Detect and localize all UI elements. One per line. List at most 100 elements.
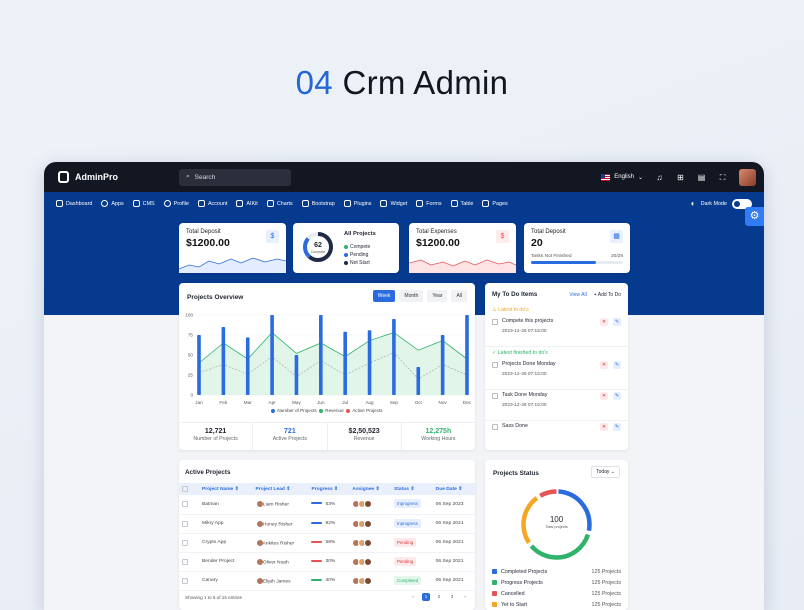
search-input[interactable]: ⌕ Search [179,168,291,186]
nav-dashboard[interactable]: Dashboard [56,200,92,207]
brand-logo[interactable]: AdminPro [58,171,179,183]
page-2[interactable]: 2 [437,594,441,599]
overview-legend: Number of Projects Revenue Active Projec… [179,408,475,413]
projects-legend: Compete Pending Not Start [344,243,370,267]
due-date: 06 Sep 2023 [432,495,475,515]
dark-mode-toggle[interactable] [732,198,752,209]
assignee-avatar[interactable] [364,519,373,528]
table-row[interactable]: Batman Liam Risher 53% Inprogress 06 Sep 20… [179,495,475,515]
prev-page-icon[interactable]: ‹ [412,594,414,599]
nav-account[interactable]: Account [197,200,227,207]
edit-icon[interactable]: ✎ [613,318,621,326]
language-selector[interactable]: English ⌄ [601,173,643,181]
nav-profile[interactable]: Profile [163,200,189,207]
trash-icon[interactable]: ✕ [600,423,608,431]
progress-cell: 30% [308,552,350,572]
table-row[interactable]: Mikry App Honey Risher 92% Inprogress 06 Se… [179,514,475,534]
row-checkbox[interactable] [182,501,188,508]
page-1[interactable]: 1 [422,593,430,601]
bell-icon[interactable]: ♫ [656,172,663,182]
table-row[interactable]: Crypto App Ankites Risher 58% Pending 06 Se… [179,533,475,553]
row-select-cell [179,495,199,515]
dark-mode-label: Dark Mode [700,200,727,207]
nav-aikit[interactable]: AIKit [236,200,258,207]
col-status[interactable]: Status ⇕ [391,483,433,495]
dark-dot-icon [344,260,348,265]
add-todo-button[interactable]: + Add To Do [593,291,621,298]
logo-icon [58,171,69,183]
account-icon [197,200,205,207]
nav-widget[interactable]: Widget [380,200,407,207]
todo-title: My To Do Items [492,291,538,298]
trash-icon[interactable]: ✕ [600,361,608,369]
nav-bootstrap[interactable]: Bootstrap [301,200,335,207]
todo-checkbox[interactable] [492,393,498,399]
nav-cms[interactable]: CMS [132,200,155,207]
col-due-date[interactable]: Due Date ⇕ [432,483,475,495]
trash-icon[interactable]: ✕ [600,318,608,326]
page-3[interactable]: 3 [450,594,454,599]
trash-icon[interactable]: ✕ [600,392,608,400]
section-label: Latest finished to do's [497,350,548,356]
apps-grid-icon[interactable]: ⊞ [677,172,684,182]
x-tick-label: Jun [317,400,325,405]
todo-checkbox[interactable] [492,319,498,325]
message-icon[interactable]: ▤ [697,172,706,182]
nav-apps[interactable]: Apps [101,200,124,207]
kpi-tasks: Total Deposit 20 ▦ Tasks Not Finished 20… [524,223,630,273]
row-checkbox[interactable] [182,558,188,565]
green-dot-icon [319,408,324,413]
status-cell: Pending [391,552,433,572]
us-flag-icon [601,173,611,181]
filter-all[interactable]: All [451,290,467,302]
nav-plugins[interactable]: Plugins [343,200,371,207]
edit-icon[interactable]: ✎ [613,423,621,431]
hero-text: Crm Admin [342,64,509,101]
table-row[interactable]: Bender Project Oliver Noah 30% Pending 06 S… [179,552,475,572]
col-project-name[interactable]: Project Name ⇕ [199,483,253,495]
next-page-icon[interactable]: › [464,594,466,599]
filter-month[interactable]: Month [399,290,424,302]
filter-week[interactable]: Week [372,290,396,302]
project-name: Bender Project [199,552,253,572]
green-square-icon [492,580,497,585]
todo-checkbox[interactable] [492,362,498,368]
hero-title: 04 Crm Admin [0,64,804,102]
col-assignee[interactable]: Assignee ⇕ [349,483,392,495]
nav-pages[interactable]: Pages [482,200,508,207]
project-lead-cell: Honey Risher [252,514,309,534]
assignee-avatar[interactable] [364,557,373,566]
table-pagination: Showing 1 to 5 of 15 entries ‹ 1 2 3 › [179,591,475,604]
legend-label: Compete [350,244,371,250]
status-count: 125 Projects [591,590,621,597]
row-checkbox[interactable] [182,577,188,584]
pages-icon [482,200,490,207]
col-project-lead[interactable]: Project Lead ⇕ [252,483,309,495]
table-header-row: Project Name ⇕ Project Lead ⇕ Progress ⇕… [179,483,475,495]
assignee-avatar[interactable] [364,500,373,509]
nav-forms[interactable]: Forms [416,200,442,207]
todo-checkbox[interactable] [492,424,498,430]
overview-title: Projects Overview [187,294,244,301]
user-avatar[interactable] [739,168,756,186]
x-tick-label: Apr [269,400,277,405]
nav-charts[interactable]: Charts [266,200,293,207]
nav-table[interactable]: Table [450,200,473,207]
kpi-value: 20 [531,237,543,249]
filter-year[interactable]: Year [427,290,448,302]
row-checkbox[interactable] [182,539,188,546]
assignee-avatar[interactable] [364,576,373,585]
edit-icon[interactable]: ✎ [613,392,621,400]
row-checkbox[interactable] [182,520,188,527]
table-row[interactable]: Canary Elijah James 40% Completed 06 Sep 20… [179,571,475,591]
blue-square-icon [492,569,497,574]
fullscreen-icon[interactable]: ⛶ [719,172,726,182]
settings-gear-icon[interactable]: ⚙ [745,207,764,226]
select-all-checkbox[interactable] [182,486,188,492]
x-tick-label: May [292,400,301,405]
view-all-link[interactable]: View All [569,291,587,298]
edit-icon[interactable]: ✎ [613,361,621,369]
assignee-avatar[interactable] [364,538,373,547]
status-filter-select[interactable]: Today ⌄ [591,466,620,478]
col-progress[interactable]: Progress ⇕ [308,483,350,495]
